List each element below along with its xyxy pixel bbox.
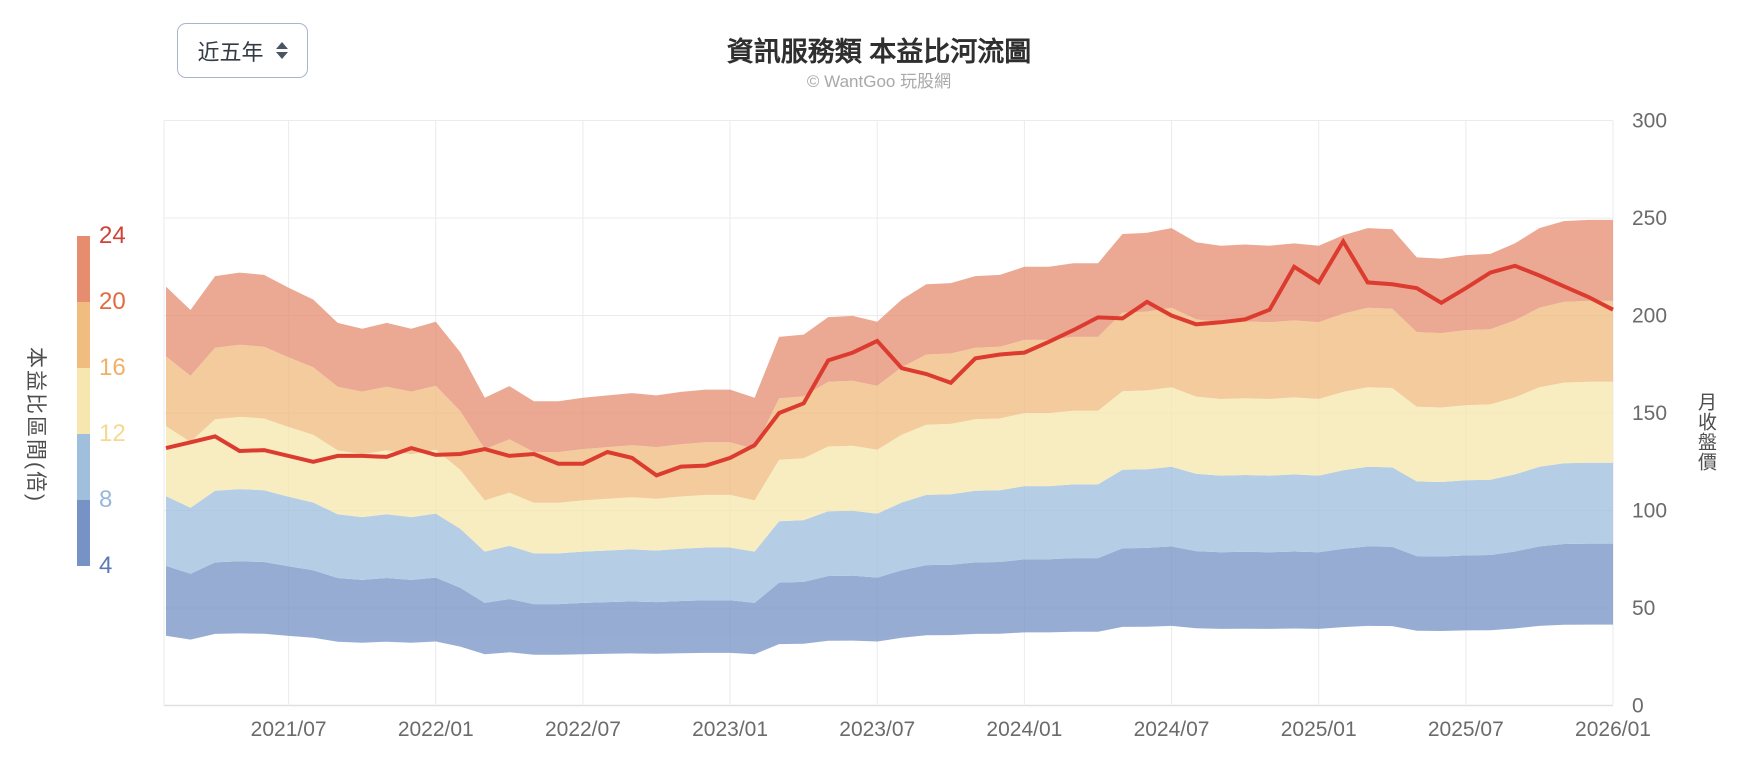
arrow-down-icon [275, 52, 288, 59]
chart-title: 資訊服務類 本益比河流圖 [726, 37, 1032, 67]
pe-band-4-8 [166, 543, 1613, 655]
pe-legend-swatch [77, 434, 90, 500]
x-tick-label: 2026/01 [1575, 718, 1651, 741]
y-tick-label: 300 [1632, 110, 1667, 133]
pe-legend-swatch [77, 236, 90, 302]
y-tick-label: 150 [1632, 402, 1667, 425]
pe-legend-label: 8 [99, 486, 113, 513]
pe-legend-swatch [77, 500, 90, 566]
pe-band-12-16 [166, 381, 1613, 554]
y-tick-label: 0 [1632, 695, 1644, 718]
monthly-close-price-line [165, 237, 1614, 478]
x-tick-label: 2025/01 [1281, 718, 1357, 741]
x-tick-label: 2023/01 [692, 718, 768, 741]
x-axis-labels: 2021/07 2022/01 2022/07 2023/01 2023/07 2024/… [251, 718, 1651, 741]
pe-legend-label: 16 [99, 354, 126, 381]
pe-band-16-20 [166, 300, 1613, 503]
right-axis-title: 月收盤價 [1695, 392, 1716, 472]
pe-legend-label: 24 [99, 222, 126, 249]
pe-legend-label: 20 [99, 288, 126, 315]
y-tick-label: 100 [1632, 500, 1667, 523]
x-tick-label: 2024/01 [986, 718, 1062, 741]
y-axis-labels: 0 50 100 150 200 250 300 [1632, 110, 1667, 718]
arrow-up-icon [275, 42, 288, 49]
x-tick-label: 2024/07 [1134, 718, 1210, 741]
left-axis-title: 本益比區間(倍) [24, 347, 47, 503]
x-tick-label: 2023/07 [839, 718, 915, 741]
pe-legend-swatch [77, 368, 90, 434]
y-tick-label: 200 [1632, 305, 1667, 328]
x-tick-label: 2025/07 [1428, 718, 1504, 741]
pe-band-8-12 [166, 462, 1613, 605]
time-range-select[interactable]: 近五年 [177, 23, 308, 78]
updown-arrows-icon [275, 42, 288, 59]
y-tick-label: 250 [1632, 207, 1667, 230]
watermark-credit: © WantGoo 玩股網 [806, 72, 952, 91]
time-range-value: 近五年 [197, 39, 264, 65]
x-tick-label: 2021/07 [251, 718, 327, 741]
pe-band-20-24 [166, 219, 1613, 452]
x-tick-label: 2022/07 [545, 718, 621, 741]
pe-legend-swatch [77, 302, 90, 368]
y-tick-label: 50 [1632, 597, 1655, 620]
pe-legend-label: 4 [99, 552, 113, 579]
pe-legend-label: 12 [99, 420, 126, 447]
pe-band-legend: 24 20 16 12 8 4 [77, 222, 137, 579]
pe-bands [166, 219, 1613, 655]
x-tick-label: 2022/01 [398, 718, 474, 741]
